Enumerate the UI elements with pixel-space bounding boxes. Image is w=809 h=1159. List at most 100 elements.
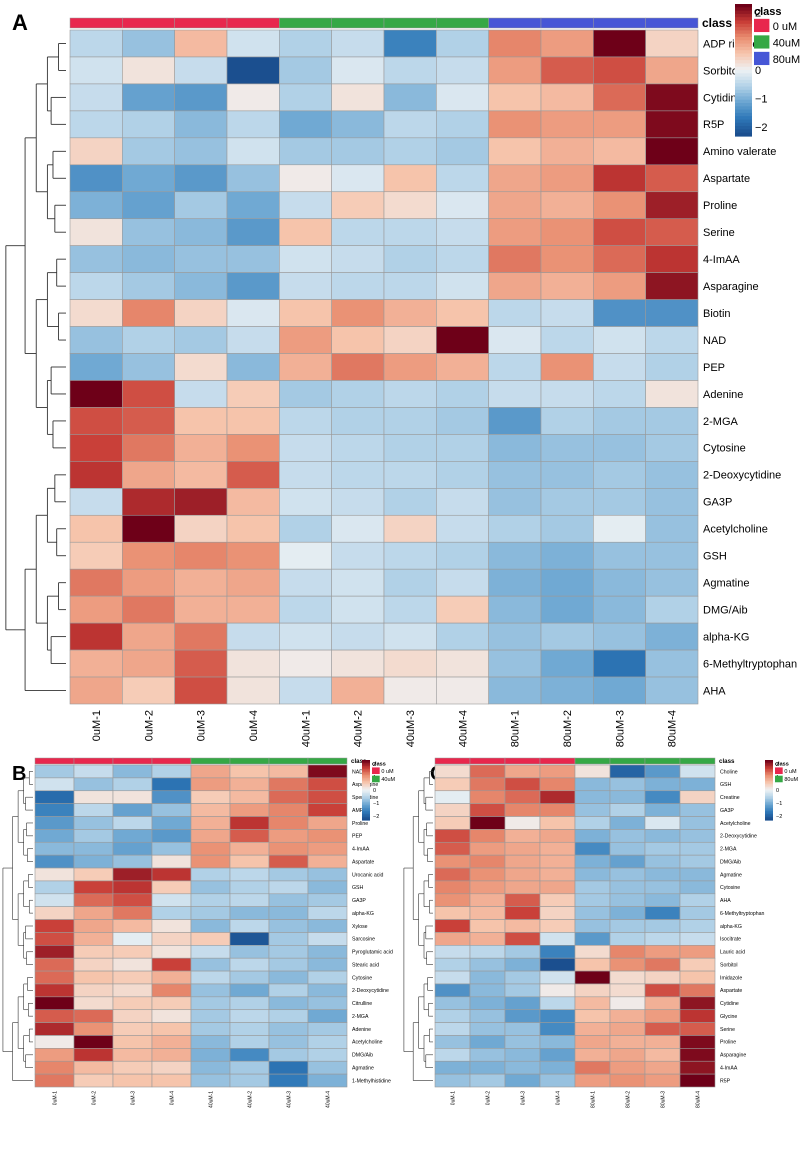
panel-c-heat-cell xyxy=(504,945,541,959)
panel-c-heat-cell xyxy=(504,983,541,998)
panel-a-colorbar-segment xyxy=(735,66,752,71)
panel-c-heat-cell xyxy=(644,996,681,1011)
panel-b-heat-cell xyxy=(307,970,348,985)
panel-a-row-label: Agmatine xyxy=(703,578,749,590)
panel-b-letter: B xyxy=(12,763,26,785)
panel-b-heat-cell xyxy=(190,1009,231,1023)
panel-a-row-label: Adenine xyxy=(703,389,743,401)
panel-c-heat-cell xyxy=(574,932,611,946)
panel-c-heat-cell xyxy=(434,1035,471,1049)
panel-b-heat-cell xyxy=(34,867,75,882)
panel-b-row-label: Acetylcholine xyxy=(352,1040,383,1046)
panel-a-heat-cell xyxy=(226,676,280,705)
panel-b-heat-cell xyxy=(34,764,75,779)
panel-c-heat-cell xyxy=(434,1009,471,1023)
panel-b-heat-cell xyxy=(34,1048,75,1062)
panel-a-heat-cell xyxy=(383,568,437,597)
panel-b-row-label: Adenine xyxy=(352,1027,371,1033)
panel-b-heat-cell xyxy=(151,906,192,920)
panel-c-colorbar-tick: 0 xyxy=(776,788,779,794)
panel-b-heat-cell xyxy=(268,945,309,959)
panel-b-col-label: 0uM-3 xyxy=(130,1091,136,1105)
panel-c-colorbar-segment xyxy=(765,809,773,812)
panel-a-heat-cell xyxy=(488,434,542,462)
panel-b-colorbar-segment xyxy=(362,814,370,817)
panel-b-heat-cell xyxy=(112,919,153,933)
panel-c-heat-cell xyxy=(679,1048,716,1062)
panel-a-heat-cell xyxy=(645,676,699,705)
panel-a-col-label: 80uM-1 xyxy=(510,710,522,747)
panel-b-heat-cell xyxy=(151,1022,192,1036)
panel-c-col-label: 80uM-3 xyxy=(660,1091,666,1108)
panel-a-col-label: 0uM-3 xyxy=(196,710,208,741)
panel-c-class-bar-cell xyxy=(434,757,471,765)
panel-c-heat-cell xyxy=(539,790,576,804)
panel-a-class-bar-cell xyxy=(593,17,646,29)
panel-a-heat-cell xyxy=(69,137,123,166)
panel-a-heat-cell xyxy=(540,56,594,85)
panel-b-heat-cell xyxy=(307,932,348,946)
panel-a-heat-cell xyxy=(174,110,228,139)
panel-a-row-label: Amino valerate xyxy=(703,146,776,158)
panel-c-heat-cell xyxy=(644,803,681,817)
panel-b-heat-cell xyxy=(229,764,270,779)
panel-c-heat-cell xyxy=(539,957,576,972)
panel-a-row-label: 2-Deoxycytidine xyxy=(703,470,781,482)
panel-c-heat-cell xyxy=(469,906,506,920)
panel-a-heat-cell xyxy=(331,137,385,166)
panel-a-heat-cell xyxy=(122,676,175,705)
panel-a-heat-cell xyxy=(279,595,332,624)
panel-b-colorbar-segment xyxy=(362,779,370,782)
panel-b-heat-cell xyxy=(229,1035,270,1049)
panel-a-colorbar-segment xyxy=(735,126,752,130)
panel-a-heat-cell xyxy=(436,353,489,381)
panel-a-heat-cell xyxy=(279,541,332,570)
panel-c-row-label: Creatine xyxy=(720,795,740,801)
panel-b-heat-cell xyxy=(112,1073,153,1088)
panel-b-colorbar-segment xyxy=(362,797,370,800)
panel-c-row-label: 6-Methyltryptophan xyxy=(720,911,765,917)
panel-a-heat-cell xyxy=(69,541,123,570)
panel-c-heat-cell xyxy=(574,970,611,985)
panel-a-class-bar-cell xyxy=(226,17,280,29)
panel-c-heat-cell xyxy=(609,945,646,959)
panel-b-heat-cell xyxy=(112,841,153,856)
panel-a-heat-cell xyxy=(383,83,437,112)
panel-c-heat-cell xyxy=(434,919,471,933)
panel-b-col-label: 40uM-2 xyxy=(247,1091,253,1108)
panel-c-heat-cell xyxy=(679,880,716,895)
panel-c-class-bar-cell xyxy=(679,757,716,765)
panel-a-heat-cell xyxy=(279,272,332,300)
panel-b-row-label: Stearic acid xyxy=(352,962,379,968)
panel-b-heat-cell xyxy=(73,829,114,843)
panel-a-heat-cell xyxy=(383,676,437,705)
panel-b-heat-cell xyxy=(307,1009,348,1023)
panel-c-heat-cell xyxy=(574,854,611,869)
panel-b-heat-cell xyxy=(229,1009,270,1023)
panel-c-row-label: Isocitrate xyxy=(720,937,741,943)
panel-c-colorbar-segment xyxy=(765,785,773,788)
panel-a-heat-cell xyxy=(593,595,646,624)
panel-b-heat-cell xyxy=(268,1022,309,1036)
panel-a-heat-cell xyxy=(488,191,542,220)
panel-c-colorbar-segment xyxy=(765,782,773,785)
panel-b-heat-cell xyxy=(112,1035,153,1049)
panel-b-colorbar-segment xyxy=(362,803,370,806)
panel-a-heat-cell xyxy=(645,649,699,678)
panel-a-row-label: 4-ImAA xyxy=(703,254,740,266)
panel-a-heat-cell xyxy=(69,218,123,246)
panel-b-heat-cell xyxy=(73,1048,114,1062)
panel-b-colorbar-segment xyxy=(362,760,370,763)
panel-c-heat-cell xyxy=(504,816,541,830)
panel-b-heat-cell xyxy=(307,867,348,882)
panel-a-row-label: Sorbitol xyxy=(703,65,740,77)
panel-a-heat-cell xyxy=(383,164,437,193)
panel-c-heat-cell xyxy=(574,983,611,998)
panel-b-heat-cell xyxy=(307,996,348,1011)
panel-c-heat-cell xyxy=(679,1009,716,1023)
panel-a-heat-cell xyxy=(540,353,594,381)
panel-b-heat-cell xyxy=(268,816,309,830)
panel-a-colorbar-segment xyxy=(735,119,752,124)
panel-a-heat-cell xyxy=(593,514,646,543)
panel-c-heat-cell xyxy=(469,777,506,792)
